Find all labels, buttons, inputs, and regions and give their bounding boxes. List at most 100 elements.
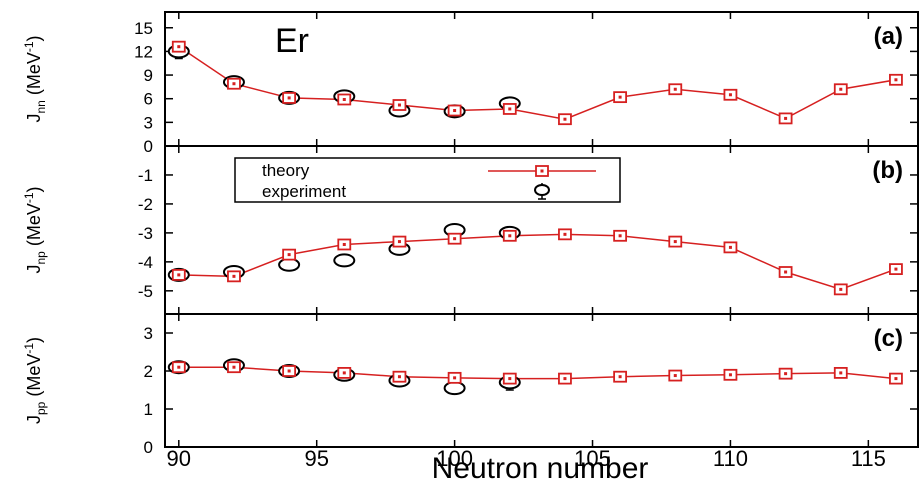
y-label-unit: (MeV <box>24 52 44 100</box>
theory-point-dot <box>397 103 401 107</box>
legend-box <box>234 157 621 203</box>
panel-c: 0 1 2 3 Jpp (MeV-1) (c) <box>22 313 919 457</box>
x-tick-label: 110 <box>713 446 748 471</box>
theory-point-dot <box>508 377 512 381</box>
panel-label: (a) <box>874 23 903 50</box>
y-label-close: ) <box>24 186 44 192</box>
y-tick-label: -1 <box>138 166 153 185</box>
theory-point-dot <box>839 371 843 375</box>
theory-point-dot <box>453 109 457 113</box>
theory-point-dot <box>728 373 732 377</box>
theory-point-dot <box>232 274 236 278</box>
theory-point-dot <box>563 232 567 236</box>
theory-point-dot <box>728 245 732 249</box>
panel-a: 0 3 6 9 12 15 Jnn (MeV-1) (a) <box>22 11 919 156</box>
theory-point-dot <box>894 78 898 82</box>
theory-point-dot <box>453 376 457 380</box>
y-axis-label: Jnp (MeV-1) <box>22 186 48 273</box>
theory-point-dot <box>287 96 291 100</box>
theory-point-dot <box>287 369 291 373</box>
y-tick-label: 9 <box>144 66 153 85</box>
theory-point-dot <box>397 375 401 379</box>
element-label: Er <box>275 22 309 60</box>
theory-point-dot <box>342 242 346 246</box>
theory-point-dot <box>618 375 622 379</box>
y-tick-label: -3 <box>138 224 153 243</box>
x-axis: 90 95 100 105 110 115 <box>167 446 886 471</box>
y-label-sub: nn <box>34 100 48 113</box>
y-label-sub: pp <box>34 401 48 415</box>
y-label-main: J <box>24 114 44 123</box>
y-tick-label: 6 <box>144 90 153 109</box>
theory-point-dot <box>728 93 732 97</box>
theory-point-dot <box>839 287 843 291</box>
y-label-sup: -1 <box>22 192 36 203</box>
theory-point-dot <box>673 240 677 244</box>
x-axis-title: Neutron number <box>432 452 649 482</box>
theory-point-dot <box>563 117 567 121</box>
panel-label: (c) <box>874 325 903 352</box>
y-axis-label: Jpp (MeV-1) <box>22 337 48 424</box>
theory-point-dot <box>397 240 401 244</box>
theory-point-dot <box>784 372 788 376</box>
theory-point-dot <box>453 237 457 241</box>
y-label-main: J <box>24 265 44 274</box>
y-tick-label: 0 <box>144 438 153 457</box>
theory-line <box>178 233 897 291</box>
theory-point-dot <box>839 87 843 91</box>
y-tick-label: 3 <box>144 324 153 343</box>
y-label-close: ) <box>24 337 44 343</box>
y-tick-label: 15 <box>134 19 153 38</box>
y-tick-label: 1 <box>144 400 153 419</box>
y-label-close: ) <box>24 35 44 41</box>
legend-theory-dot <box>540 169 544 173</box>
theory-point-dot <box>673 374 677 378</box>
theory-point-dot <box>177 273 181 277</box>
theory-point-dot <box>342 97 346 101</box>
theory-point-dot <box>618 95 622 99</box>
panel-label: (b) <box>872 157 903 184</box>
experiment-point <box>333 253 356 268</box>
theory-point-dot <box>894 377 898 381</box>
theory-point-dot <box>784 116 788 120</box>
experiment-point <box>443 381 466 396</box>
y-tick-label: 0 <box>144 137 153 156</box>
experiment-point <box>278 257 301 272</box>
y-label-sup: -1 <box>22 343 36 354</box>
x-tick-label: 95 <box>304 446 328 471</box>
legend-label-experiment: experiment <box>262 182 346 201</box>
y-tick-label: -2 <box>138 195 153 214</box>
y-tick-label: -4 <box>138 253 153 272</box>
theory-point-dot <box>232 365 236 369</box>
x-tick-label: 100 <box>436 446 473 471</box>
y-axis-label: Jnn (MeV-1) <box>22 35 48 122</box>
y-label-main: J <box>24 415 44 424</box>
y-tick-label: 12 <box>134 42 153 61</box>
x-tick-label: 105 <box>574 446 611 471</box>
theory-point-dot <box>177 45 181 49</box>
theory-point-dot <box>784 270 788 274</box>
theory-point-dot <box>508 234 512 238</box>
panel-frame <box>164 313 919 448</box>
y-label-sub: np <box>34 251 48 265</box>
x-tick-label: 115 <box>851 446 886 471</box>
legend-experiment-marker <box>534 184 550 196</box>
theory-point-dot <box>508 107 512 111</box>
y-tick-label: 3 <box>144 113 153 132</box>
theory-point-dot <box>342 371 346 375</box>
legend: theory experiment <box>234 157 621 203</box>
theory-point-dot <box>894 267 898 271</box>
y-label-unit: (MeV <box>24 354 44 402</box>
theory-point-dot <box>177 365 181 369</box>
y-tick-label: -5 <box>138 282 153 301</box>
y-tick-label: 2 <box>144 362 153 381</box>
x-tick-label: 90 <box>167 446 191 471</box>
theory-point-dot <box>563 377 567 381</box>
theory-point-dot <box>232 82 236 86</box>
theory-point-dot <box>673 87 677 91</box>
y-label-sup: -1 <box>22 41 36 52</box>
y-label-unit: (MeV <box>24 203 44 251</box>
legend-label-theory: theory <box>262 161 310 180</box>
